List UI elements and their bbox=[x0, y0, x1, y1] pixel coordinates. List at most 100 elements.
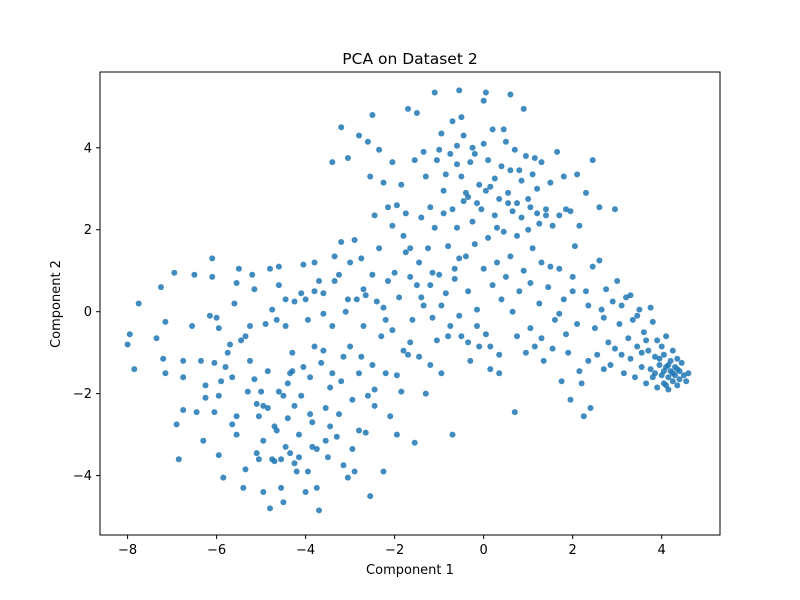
data-point bbox=[574, 171, 581, 178]
points-layer bbox=[124, 87, 692, 514]
data-point bbox=[482, 89, 489, 96]
data-point bbox=[660, 368, 667, 375]
data-point bbox=[498, 296, 505, 303]
data-point bbox=[302, 296, 309, 303]
data-point bbox=[567, 396, 574, 403]
data-point bbox=[393, 372, 400, 379]
data-point bbox=[347, 259, 354, 266]
data-point bbox=[674, 382, 681, 389]
data-point bbox=[474, 323, 480, 329]
data-point bbox=[507, 91, 514, 98]
data-point bbox=[215, 325, 222, 332]
data-point bbox=[660, 351, 667, 358]
data-point bbox=[304, 468, 311, 475]
data-point bbox=[445, 333, 452, 340]
data-point bbox=[206, 312, 213, 319]
data-point bbox=[396, 294, 403, 301]
data-point bbox=[656, 362, 663, 368]
data-point bbox=[291, 460, 298, 467]
data-point bbox=[291, 298, 298, 305]
data-point bbox=[494, 259, 500, 266]
data-point bbox=[591, 325, 598, 332]
data-point bbox=[278, 456, 285, 463]
data-point bbox=[431, 224, 438, 231]
data-point bbox=[665, 374, 672, 381]
data-point bbox=[131, 366, 138, 373]
data-point bbox=[507, 253, 514, 260]
data-point bbox=[516, 167, 523, 174]
data-point bbox=[442, 171, 449, 178]
data-point bbox=[233, 280, 240, 286]
x-tick-label: 2 bbox=[569, 543, 577, 558]
data-point bbox=[267, 265, 273, 272]
x-tick-label: 4 bbox=[658, 543, 666, 558]
data-point bbox=[543, 212, 549, 219]
data-point bbox=[618, 302, 625, 309]
data-point bbox=[344, 296, 351, 303]
data-point bbox=[527, 325, 534, 332]
data-point bbox=[380, 468, 387, 475]
data-point bbox=[482, 331, 489, 338]
data-point bbox=[358, 353, 365, 360]
data-point bbox=[298, 392, 305, 399]
data-point bbox=[398, 181, 405, 188]
data-point bbox=[560, 173, 567, 180]
data-point bbox=[558, 378, 565, 385]
data-point bbox=[302, 489, 309, 495]
data-point bbox=[458, 173, 465, 180]
data-point bbox=[209, 273, 216, 280]
data-point bbox=[627, 292, 634, 299]
data-point bbox=[264, 368, 271, 375]
data-point bbox=[393, 431, 400, 438]
data-point bbox=[378, 333, 385, 340]
data-point bbox=[367, 493, 374, 500]
data-point bbox=[407, 245, 414, 252]
data-point bbox=[344, 155, 351, 161]
data-point bbox=[462, 253, 469, 260]
data-point bbox=[413, 110, 420, 116]
data-point bbox=[233, 413, 240, 420]
data-point bbox=[669, 370, 676, 377]
data-point bbox=[569, 273, 576, 280]
data-point bbox=[502, 273, 509, 280]
data-point bbox=[600, 314, 607, 321]
data-point bbox=[405, 351, 411, 358]
data-point bbox=[376, 245, 383, 252]
data-point bbox=[518, 177, 525, 184]
data-point bbox=[298, 290, 305, 297]
data-point bbox=[645, 347, 652, 354]
data-point bbox=[467, 159, 474, 166]
y-tick-label: 0 bbox=[84, 305, 92, 320]
data-point bbox=[316, 507, 322, 514]
data-point bbox=[356, 427, 362, 434]
data-point bbox=[447, 323, 454, 329]
data-point bbox=[476, 181, 483, 188]
data-point bbox=[367, 173, 374, 180]
data-point bbox=[474, 306, 480, 313]
data-point bbox=[215, 452, 222, 459]
data-point bbox=[407, 273, 414, 280]
data-point bbox=[491, 212, 498, 219]
data-point bbox=[654, 384, 661, 391]
data-point bbox=[534, 210, 541, 217]
data-point bbox=[180, 357, 187, 364]
data-point bbox=[502, 138, 509, 145]
data-point bbox=[275, 388, 282, 395]
data-point bbox=[336, 271, 342, 278]
data-point bbox=[427, 362, 434, 368]
data-point bbox=[474, 200, 480, 207]
data-point bbox=[509, 208, 516, 215]
data-point bbox=[347, 343, 354, 350]
data-point bbox=[471, 150, 478, 157]
data-point bbox=[198, 357, 204, 364]
data-point bbox=[300, 364, 307, 370]
data-point bbox=[211, 409, 218, 416]
data-point bbox=[126, 331, 133, 338]
data-point bbox=[614, 278, 621, 284]
data-point bbox=[349, 446, 356, 452]
data-point bbox=[376, 146, 383, 153]
data-point bbox=[429, 269, 436, 276]
data-point bbox=[253, 450, 260, 457]
y-tick-label: 2 bbox=[84, 223, 92, 238]
data-point bbox=[647, 366, 654, 373]
